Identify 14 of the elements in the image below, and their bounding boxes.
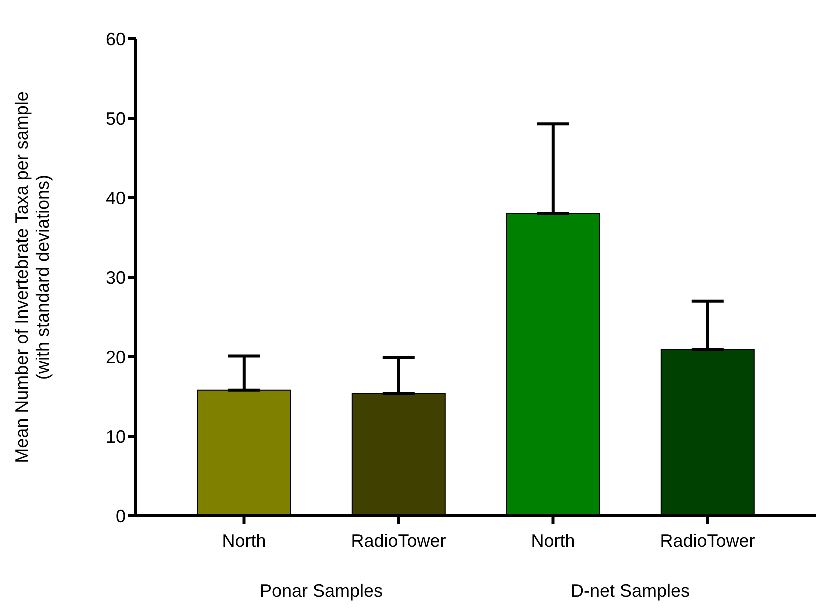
text: D-net Samples (570, 581, 690, 601)
text: Ponar Samples (260, 581, 384, 601)
y-tick-label: 20 (106, 347, 126, 368)
y-tick-label: 30 (106, 268, 126, 288)
y-tick-label: 0 (116, 506, 126, 526)
y-tick-label: 40 (106, 188, 126, 208)
x-tick-label: North (531, 530, 576, 551)
x-tick-label: RadioTower (660, 530, 756, 551)
y-tick-label: 10 (106, 426, 126, 447)
y-tick-label: 50 (106, 108, 126, 129)
x-tick-label: RadioTower (351, 530, 446, 551)
x-tick-label: North (222, 530, 266, 551)
y-axis-title: Mean Number of Invertebrate Taxa per sample (with standard deviations) (12, 92, 53, 464)
y-tick-label: 60 (106, 29, 126, 50)
